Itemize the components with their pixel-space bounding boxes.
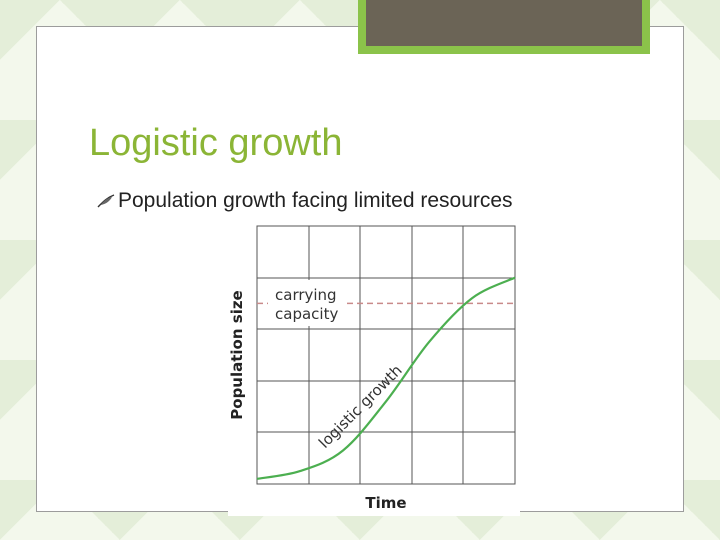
logistic-growth-figure: carrying capacity logistic growth Popula… <box>228 222 520 516</box>
bullet-item: Population growth facing limited resourc… <box>96 189 513 213</box>
bullet-text: Population growth facing limited resourc… <box>118 189 513 212</box>
x-axis-label: Time <box>365 494 406 512</box>
capacity-label-line2: capacity <box>275 305 338 323</box>
capacity-label-line1: carrying <box>275 286 337 304</box>
feather-bullet-icon <box>97 194 115 208</box>
title-tab <box>366 0 642 46</box>
logistic-curve <box>256 276 516 480</box>
grid <box>256 225 516 485</box>
capacity-label-bg <box>268 280 346 326</box>
y-axis-label: Population size <box>228 290 246 419</box>
slide-title: Logistic growth <box>89 122 343 164</box>
logistic-chart: carrying capacity logistic growth Popula… <box>228 225 516 512</box>
